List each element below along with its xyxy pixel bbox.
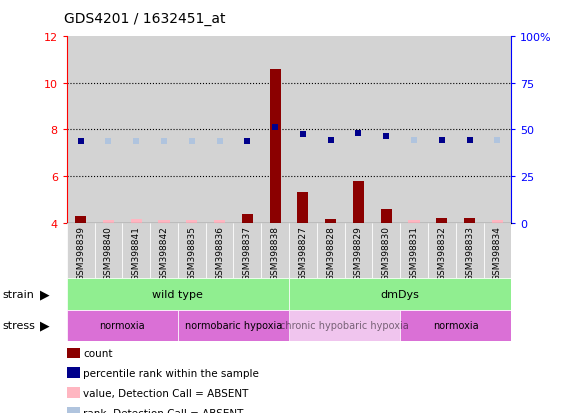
Bar bbox=[159, 221, 170, 223]
Bar bbox=[428, 223, 456, 279]
Bar bbox=[317, 223, 345, 279]
Bar bbox=[289, 310, 400, 341]
Bar bbox=[400, 310, 511, 341]
Text: value, Detection Call = ABSENT: value, Detection Call = ABSENT bbox=[83, 388, 249, 398]
Text: chronic hypobaric hypoxia: chronic hypobaric hypoxia bbox=[280, 320, 409, 330]
Text: GSM398837: GSM398837 bbox=[243, 226, 252, 281]
Bar bbox=[178, 223, 206, 279]
Text: GSM398835: GSM398835 bbox=[187, 226, 196, 281]
Text: GSM398840: GSM398840 bbox=[104, 226, 113, 280]
Text: rank, Detection Call = ABSENT: rank, Detection Call = ABSENT bbox=[83, 408, 243, 413]
Text: ▶: ▶ bbox=[40, 288, 49, 301]
Bar bbox=[206, 223, 234, 279]
Bar bbox=[297, 193, 309, 223]
Bar bbox=[464, 218, 475, 223]
Bar bbox=[187, 221, 198, 223]
Bar bbox=[400, 223, 428, 279]
Text: count: count bbox=[83, 348, 113, 358]
Bar bbox=[408, 221, 419, 223]
Text: strain: strain bbox=[3, 289, 35, 299]
Bar bbox=[289, 279, 511, 310]
Text: GSM398833: GSM398833 bbox=[465, 226, 474, 281]
Bar bbox=[67, 310, 178, 341]
Text: GSM398839: GSM398839 bbox=[76, 226, 85, 281]
Text: GSM398836: GSM398836 bbox=[215, 226, 224, 281]
Text: dmDys: dmDys bbox=[381, 289, 419, 299]
Text: normoxia: normoxia bbox=[433, 320, 479, 330]
Bar bbox=[103, 221, 114, 223]
Bar bbox=[67, 223, 95, 279]
Text: normoxia: normoxia bbox=[99, 320, 145, 330]
Text: GSM398832: GSM398832 bbox=[437, 226, 446, 280]
Bar bbox=[261, 223, 289, 279]
Bar bbox=[436, 218, 447, 223]
Bar bbox=[123, 223, 150, 279]
Text: GDS4201 / 1632451_at: GDS4201 / 1632451_at bbox=[64, 12, 225, 26]
Bar bbox=[381, 209, 392, 223]
Bar bbox=[353, 181, 364, 223]
Bar bbox=[242, 215, 253, 223]
Text: GSM398838: GSM398838 bbox=[271, 226, 279, 281]
Text: ▶: ▶ bbox=[40, 319, 49, 332]
Bar bbox=[270, 70, 281, 223]
Text: wild type: wild type bbox=[152, 289, 203, 299]
Text: normobaric hypoxia: normobaric hypoxia bbox=[185, 320, 282, 330]
Bar bbox=[325, 220, 336, 223]
Bar bbox=[67, 279, 289, 310]
Text: GSM398830: GSM398830 bbox=[382, 226, 391, 281]
Text: GSM398827: GSM398827 bbox=[299, 226, 307, 280]
Text: GSM398828: GSM398828 bbox=[326, 226, 335, 280]
Bar bbox=[75, 216, 86, 223]
Text: GSM398842: GSM398842 bbox=[160, 226, 168, 280]
Bar bbox=[492, 221, 503, 223]
Bar bbox=[150, 223, 178, 279]
Text: GSM398841: GSM398841 bbox=[132, 226, 141, 280]
Text: stress: stress bbox=[3, 320, 36, 330]
Bar bbox=[345, 223, 372, 279]
Text: percentile rank within the sample: percentile rank within the sample bbox=[83, 368, 259, 378]
Text: GSM398834: GSM398834 bbox=[493, 226, 502, 280]
Bar bbox=[131, 220, 142, 223]
Bar bbox=[289, 223, 317, 279]
Bar bbox=[372, 223, 400, 279]
Text: GSM398829: GSM398829 bbox=[354, 226, 363, 280]
Bar bbox=[95, 223, 123, 279]
Bar bbox=[483, 223, 511, 279]
Bar bbox=[214, 221, 225, 223]
Bar bbox=[456, 223, 483, 279]
Bar bbox=[178, 310, 289, 341]
Text: GSM398831: GSM398831 bbox=[410, 226, 418, 281]
Bar bbox=[234, 223, 261, 279]
